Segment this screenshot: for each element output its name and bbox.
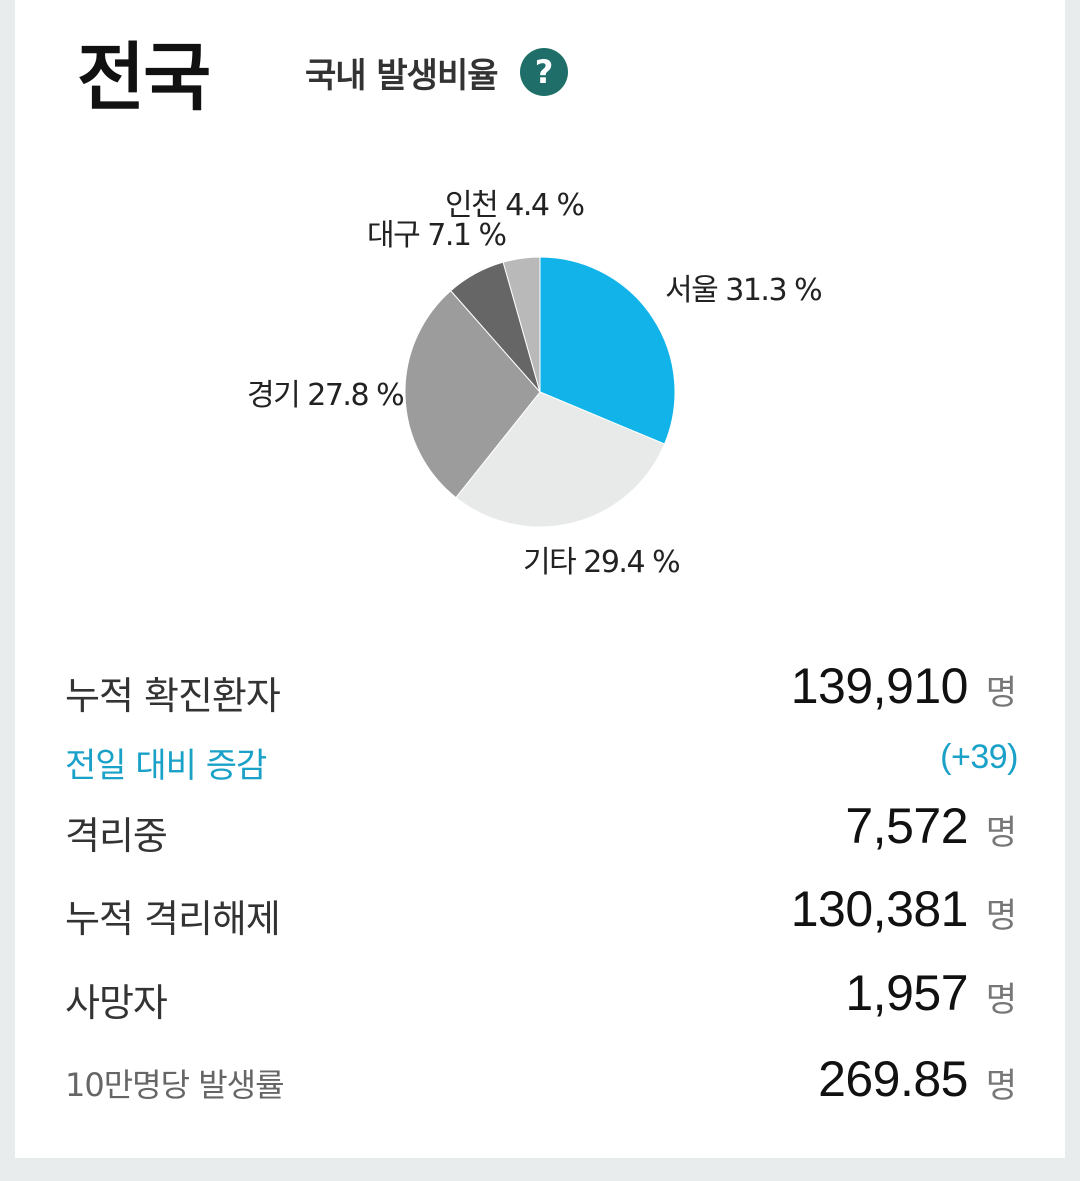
help-icon[interactable]: ? bbox=[520, 48, 568, 96]
deaths-unit: 명 bbox=[985, 980, 1017, 1020]
isolated-value: 7,572 bbox=[845, 798, 968, 854]
isolated-row: 격리중 7,572 명 bbox=[15, 798, 1065, 865]
deaths-row: 사망자 1,957 명 bbox=[15, 965, 1065, 1032]
released-label: 누적 격리해제 bbox=[65, 897, 281, 941]
released-value: 130,381 bbox=[790, 881, 969, 937]
confirmed-label: 누적 확진환자 bbox=[65, 674, 281, 718]
pie-slice-경기 bbox=[404, 290, 541, 499]
pie-slice-인천 bbox=[502, 256, 541, 393]
confirmed-unit: 명 bbox=[985, 673, 1017, 713]
deaths-label: 사망자 bbox=[65, 981, 168, 1025]
per100k-label: 10만명당 발생률 bbox=[65, 1066, 285, 1104]
released-unit: 명 bbox=[985, 896, 1017, 936]
per100k-row: 10만명당 발생률 269.85 명 bbox=[15, 1051, 1065, 1118]
isolated-label: 격리중 bbox=[65, 814, 168, 858]
released-row: 누적 격리해제 130,381 명 bbox=[15, 881, 1065, 948]
pie-label-기타: 기타 29.4 % bbox=[523, 545, 679, 580]
per100k-unit: 명 bbox=[985, 1066, 1017, 1106]
confirmed-value: 139,910 bbox=[790, 658, 969, 714]
diff-label: 전일 대비 증감 bbox=[65, 746, 267, 786]
pie-chart-svg: 서울 31.3 % 기타 29.4 % 경기 27.8 % 대구 7.1 %인천 4.… bbox=[247, 188, 823, 580]
pie-label-인천: 인천 4.4 % bbox=[445, 188, 584, 223]
isolated-unit: 명 bbox=[985, 813, 1017, 853]
ratio-label: 국내 발생비율 bbox=[305, 56, 499, 96]
pie-chart: 서울 31.3 % 기타 29.4 % 경기 27.8 % 대구 7.1 % 인천 4.… bbox=[15, 150, 1065, 600]
summary-card: 전국 국내 발생비율 ? 서울 31.3 % 기타 29.4 % 경기 27.8 %… bbox=[15, 0, 1065, 1158]
pie-label-경기: 경기 27.8 % bbox=[247, 378, 403, 413]
pie-label-대구: 대구 7.1 % bbox=[367, 218, 506, 253]
region-title: 전국 bbox=[77, 35, 211, 121]
pie-slice-서울 bbox=[539, 256, 676, 445]
pie-label-서울: 서울 31.3 % bbox=[665, 273, 821, 308]
diff-row: 전일 대비 증감 (+39) bbox=[15, 738, 1065, 788]
deaths-value: 1,957 bbox=[845, 965, 968, 1021]
diff-value: (+39) bbox=[940, 738, 1018, 776]
per100k-value: 269.85 bbox=[818, 1051, 968, 1107]
pie-slice-기타 bbox=[455, 391, 666, 528]
confirmed-row: 누적 확진환자 139,910 명 bbox=[15, 658, 1065, 725]
